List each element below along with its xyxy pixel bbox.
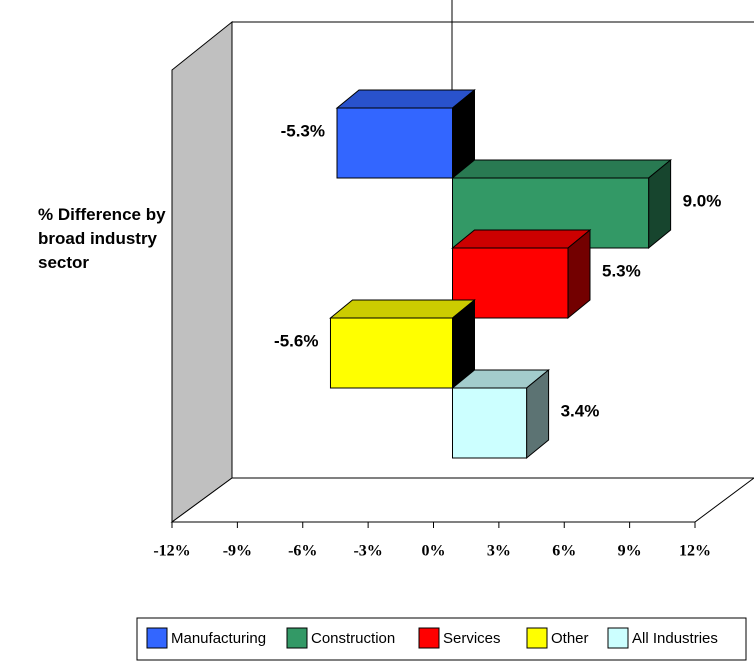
x-tick-label: 12%: [679, 543, 711, 560]
bar-top: [451, 159, 673, 179]
x-tick-label: -3%: [353, 543, 382, 560]
legend-swatch: [607, 627, 629, 649]
bar-top: [335, 89, 476, 109]
x-tick-label: 0%: [422, 543, 446, 560]
data-label: 9.0%: [683, 191, 722, 210]
x-tick-label: -9%: [223, 543, 252, 560]
legend-swatch: [286, 627, 308, 649]
bar-top: [451, 229, 592, 249]
legend-label: All Industries: [632, 630, 718, 647]
bar-top: [329, 299, 476, 319]
bar: [452, 387, 528, 459]
x-tick-label: 6%: [552, 543, 576, 560]
legend-swatch: [418, 627, 440, 649]
y-axis-label: % Difference by broad industry sector: [38, 205, 166, 272]
x-tick-label: 9%: [618, 543, 642, 560]
data-label: -5.3%: [281, 121, 325, 140]
data-label: -5.6%: [274, 331, 318, 350]
x-tick-label: -6%: [288, 543, 317, 560]
legend-label: Other: [551, 630, 589, 647]
side-wall: [171, 20, 233, 523]
data-label: 3.4%: [561, 401, 600, 420]
data-label: 5.3%: [602, 261, 641, 280]
legend-swatch: [146, 627, 168, 649]
legend-label: Services: [443, 630, 501, 647]
x-tick-label: 3%: [487, 543, 511, 560]
legend-box: [136, 617, 747, 661]
floor: [170, 477, 754, 523]
legend-label: Manufacturing: [171, 630, 266, 647]
bar: [329, 317, 454, 389]
legend-label: Construction: [311, 630, 395, 647]
bar: [336, 107, 454, 179]
legend-swatch: [526, 627, 548, 649]
x-tick-label: -12%: [153, 543, 190, 560]
